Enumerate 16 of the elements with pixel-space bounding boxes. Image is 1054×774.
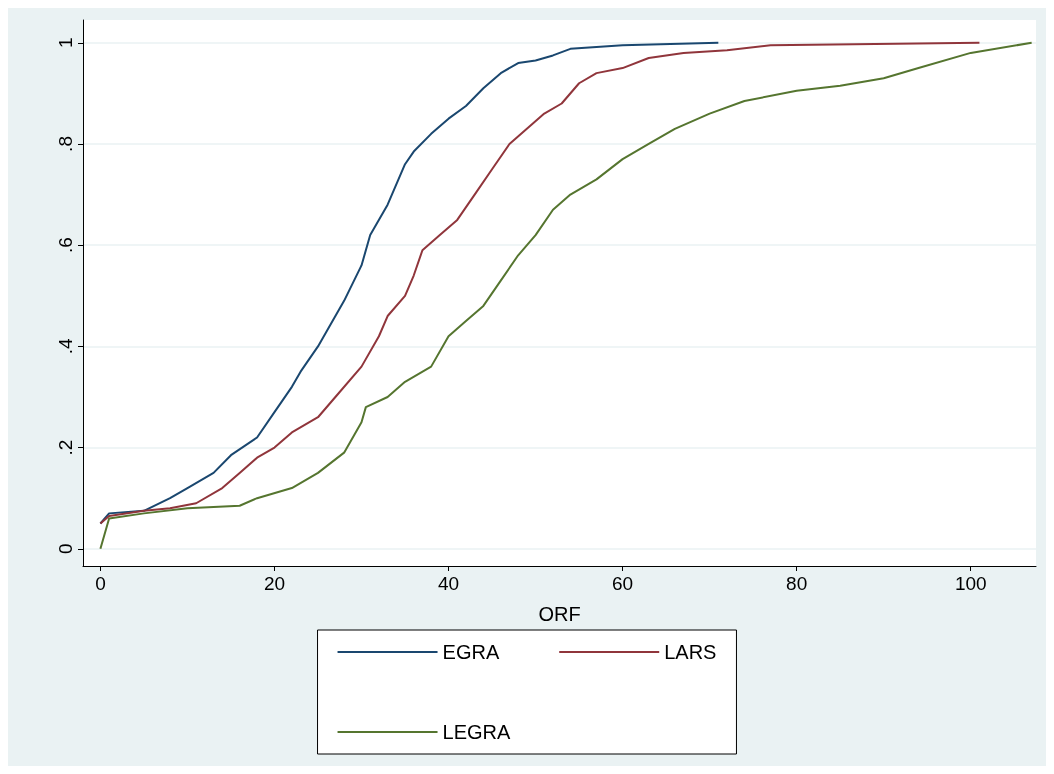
y-tick-label: .4 <box>55 338 76 355</box>
x-axis-title: ORF <box>538 603 581 625</box>
x-tick-label: 60 <box>612 573 634 594</box>
y-tick-label: .8 <box>55 136 76 152</box>
y-tick-label: .2 <box>55 439 76 456</box>
legend-label: LEGRA <box>442 721 511 743</box>
legend-label: EGRA <box>442 641 500 663</box>
y-tick-label: 0 <box>55 543 76 555</box>
x-tick-label: 40 <box>437 573 460 594</box>
y-tick-label: 1 <box>55 37 76 49</box>
x-tick-label: 100 <box>954 573 987 594</box>
legend-label: LARS <box>664 641 717 663</box>
x-tick-label: 20 <box>263 573 286 594</box>
x-tick-label: 0 <box>95 573 106 594</box>
x-tick-label: 80 <box>786 573 808 594</box>
y-tick-label: .6 <box>55 237 76 254</box>
